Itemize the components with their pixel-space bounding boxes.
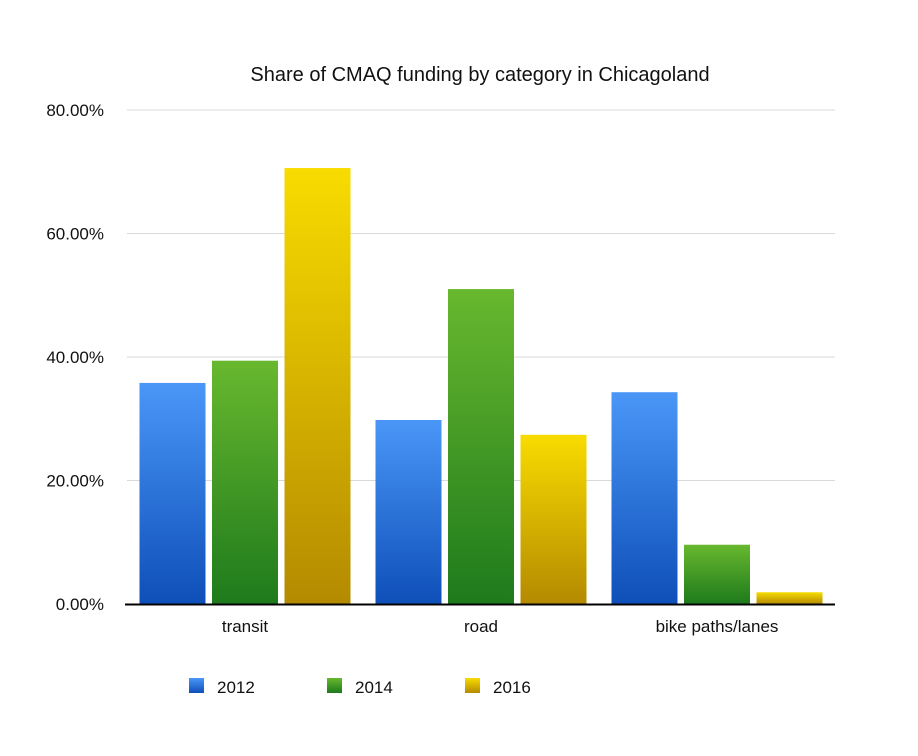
bar-2014-road xyxy=(448,289,514,604)
bar-2014-bike-paths-lanes xyxy=(684,544,750,604)
x-axis-category-labels: transit road bike paths/lanes xyxy=(222,617,779,636)
bar-2016-transit xyxy=(284,168,351,605)
y-tick-label: 80.00% xyxy=(46,101,104,120)
legend-swatch-2012 xyxy=(189,678,204,693)
bar-2012-transit xyxy=(139,382,206,604)
y-axis-tick-labels: 0.00% 20.00% 40.00% 60.00% 80.00% xyxy=(46,101,104,614)
legend: 2012 2014 2016 xyxy=(189,678,531,697)
y-tick-label: 40.00% xyxy=(46,348,104,367)
legend-swatch-2014 xyxy=(327,678,342,693)
y-tick-label: 20.00% xyxy=(46,472,104,491)
x-category-label: road xyxy=(464,617,498,636)
bar-2012-bike-paths-lanes xyxy=(611,392,678,604)
legend-label-2014: 2014 xyxy=(355,678,393,697)
legend-label-2012: 2012 xyxy=(217,678,255,697)
bar-2016-bike-paths-lanes xyxy=(756,592,823,604)
chart-title: Share of CMAQ funding by category in Chi… xyxy=(250,64,709,86)
y-tick-label: 0.00% xyxy=(56,595,104,614)
x-category-label: transit xyxy=(222,617,269,636)
y-tick-label: 60.00% xyxy=(46,225,104,244)
legend-label-2016: 2016 xyxy=(493,678,531,697)
bar-2014-transit xyxy=(212,360,278,604)
bar-2016-road xyxy=(520,434,587,604)
x-category-label: bike paths/lanes xyxy=(656,617,779,636)
bar-2012-road xyxy=(375,419,442,604)
bars xyxy=(139,168,823,605)
legend-swatch-2016 xyxy=(465,678,480,693)
